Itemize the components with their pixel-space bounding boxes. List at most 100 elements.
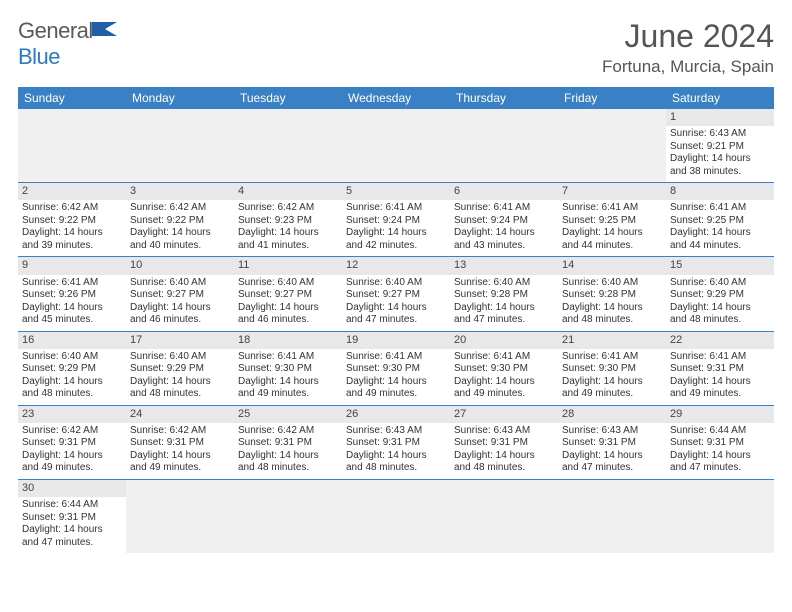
calendar-cell (18, 109, 126, 183)
calendar-cell: 2Sunrise: 6:42 AMSunset: 9:22 PMDaylight… (18, 183, 126, 257)
daylight-text: Daylight: 14 hours (454, 227, 554, 240)
calendar-cell: 23Sunrise: 6:42 AMSunset: 9:31 PMDayligh… (18, 405, 126, 479)
sunset-text: Sunset: 9:27 PM (130, 289, 230, 302)
calendar-cell: 24Sunrise: 6:42 AMSunset: 9:31 PMDayligh… (126, 405, 234, 479)
daylight-text: and 47 minutes. (22, 537, 122, 550)
day-details: Sunrise: 6:41 AMSunset: 9:30 PMDaylight:… (342, 349, 450, 405)
sunset-text: Sunset: 9:31 PM (346, 437, 446, 450)
day-number: 28 (558, 406, 666, 423)
sunrise-text: Sunrise: 6:41 AM (22, 277, 122, 290)
day-details: Sunrise: 6:42 AMSunset: 9:31 PMDaylight:… (126, 423, 234, 479)
daylight-text: Daylight: 14 hours (130, 450, 230, 463)
day-number: 16 (18, 332, 126, 349)
sunset-text: Sunset: 9:29 PM (130, 363, 230, 376)
sunrise-text: Sunrise: 6:42 AM (22, 425, 122, 438)
daylight-text: and 46 minutes. (130, 314, 230, 327)
day-details: Sunrise: 6:40 AMSunset: 9:29 PMDaylight:… (18, 349, 126, 405)
sunset-text: Sunset: 9:29 PM (22, 363, 122, 376)
daylight-text: Daylight: 14 hours (238, 302, 338, 315)
daylight-text: and 49 minutes. (562, 388, 662, 401)
daylight-text: and 48 minutes. (346, 462, 446, 475)
daylight-text: and 48 minutes. (670, 314, 770, 327)
day-number: 6 (450, 183, 558, 200)
day-number: 14 (558, 257, 666, 274)
calendar-cell (450, 109, 558, 183)
day-number: 30 (18, 480, 126, 497)
calendar-cell: 7Sunrise: 6:41 AMSunset: 9:25 PMDaylight… (558, 183, 666, 257)
day-details: Sunrise: 6:40 AMSunset: 9:27 PMDaylight:… (342, 275, 450, 331)
day-details: Sunrise: 6:43 AMSunset: 9:21 PMDaylight:… (666, 126, 774, 182)
daylight-text: and 48 minutes. (454, 462, 554, 475)
sunrise-text: Sunrise: 6:43 AM (562, 425, 662, 438)
sunset-text: Sunset: 9:31 PM (130, 437, 230, 450)
sunrise-text: Sunrise: 6:41 AM (562, 202, 662, 215)
day-number: 24 (126, 406, 234, 423)
day-number: 26 (342, 406, 450, 423)
calendar-cell (342, 109, 450, 183)
calendar-cell (126, 109, 234, 183)
daylight-text: and 44 minutes. (670, 240, 770, 253)
daylight-text: Daylight: 14 hours (346, 302, 446, 315)
day-details: Sunrise: 6:42 AMSunset: 9:31 PMDaylight:… (18, 423, 126, 479)
daylight-text: Daylight: 14 hours (562, 227, 662, 240)
sunrise-text: Sunrise: 6:41 AM (454, 351, 554, 364)
day-details: Sunrise: 6:42 AMSunset: 9:31 PMDaylight:… (234, 423, 342, 479)
sunset-text: Sunset: 9:27 PM (238, 289, 338, 302)
calendar-cell (234, 109, 342, 183)
daylight-text: Daylight: 14 hours (346, 227, 446, 240)
calendar-row: 23Sunrise: 6:42 AMSunset: 9:31 PMDayligh… (18, 405, 774, 479)
sunset-text: Sunset: 9:22 PM (22, 215, 122, 228)
daylight-text: Daylight: 14 hours (238, 376, 338, 389)
calendar-cell: 13Sunrise: 6:40 AMSunset: 9:28 PMDayligh… (450, 257, 558, 331)
calendar-row: 30Sunrise: 6:44 AMSunset: 9:31 PMDayligh… (18, 479, 774, 553)
day-number: 17 (126, 332, 234, 349)
day-number: 22 (666, 332, 774, 349)
sunset-text: Sunset: 9:29 PM (670, 289, 770, 302)
daylight-text: and 49 minutes. (130, 462, 230, 475)
logo: GeneralBlue (18, 18, 119, 70)
daylight-text: Daylight: 14 hours (22, 227, 122, 240)
day-details: Sunrise: 6:42 AMSunset: 9:22 PMDaylight:… (126, 200, 234, 256)
daylight-text: and 38 minutes. (670, 166, 770, 179)
day-details: Sunrise: 6:40 AMSunset: 9:29 PMDaylight:… (126, 349, 234, 405)
calendar-cell (126, 479, 234, 553)
daylight-text: and 47 minutes. (346, 314, 446, 327)
sunset-text: Sunset: 9:30 PM (454, 363, 554, 376)
day-number: 29 (666, 406, 774, 423)
daylight-text: Daylight: 14 hours (670, 153, 770, 166)
logo-text-b: Blue (18, 44, 60, 69)
sunset-text: Sunset: 9:30 PM (238, 363, 338, 376)
weekday-header-row: Sunday Monday Tuesday Wednesday Thursday… (18, 87, 774, 109)
calendar-cell: 30Sunrise: 6:44 AMSunset: 9:31 PMDayligh… (18, 479, 126, 553)
sunrise-text: Sunrise: 6:44 AM (22, 499, 122, 512)
weekday-header: Thursday (450, 87, 558, 109)
day-number: 11 (234, 257, 342, 274)
calendar-cell: 20Sunrise: 6:41 AMSunset: 9:30 PMDayligh… (450, 331, 558, 405)
day-details: Sunrise: 6:41 AMSunset: 9:30 PMDaylight:… (558, 349, 666, 405)
day-details: Sunrise: 6:40 AMSunset: 9:28 PMDaylight:… (450, 275, 558, 331)
header: GeneralBlue June 2024 Fortuna, Murcia, S… (18, 18, 774, 77)
sunrise-text: Sunrise: 6:40 AM (130, 351, 230, 364)
day-number: 15 (666, 257, 774, 274)
sunset-text: Sunset: 9:22 PM (130, 215, 230, 228)
daylight-text: and 44 minutes. (562, 240, 662, 253)
daylight-text: and 41 minutes. (238, 240, 338, 253)
sunset-text: Sunset: 9:26 PM (22, 289, 122, 302)
sunrise-text: Sunrise: 6:42 AM (238, 425, 338, 438)
sunset-text: Sunset: 9:31 PM (670, 363, 770, 376)
sunset-text: Sunset: 9:31 PM (238, 437, 338, 450)
daylight-text: Daylight: 14 hours (670, 227, 770, 240)
calendar-cell (342, 479, 450, 553)
calendar-cell: 22Sunrise: 6:41 AMSunset: 9:31 PMDayligh… (666, 331, 774, 405)
daylight-text: Daylight: 14 hours (454, 376, 554, 389)
day-details: Sunrise: 6:44 AMSunset: 9:31 PMDaylight:… (18, 497, 126, 553)
day-number: 21 (558, 332, 666, 349)
daylight-text: and 39 minutes. (22, 240, 122, 253)
sunrise-text: Sunrise: 6:43 AM (454, 425, 554, 438)
daylight-text: and 46 minutes. (238, 314, 338, 327)
daylight-text: and 49 minutes. (238, 388, 338, 401)
daylight-text: Daylight: 14 hours (562, 450, 662, 463)
calendar-cell: 29Sunrise: 6:44 AMSunset: 9:31 PMDayligh… (666, 405, 774, 479)
calendar-row: 9Sunrise: 6:41 AMSunset: 9:26 PMDaylight… (18, 257, 774, 331)
day-details: Sunrise: 6:44 AMSunset: 9:31 PMDaylight:… (666, 423, 774, 479)
